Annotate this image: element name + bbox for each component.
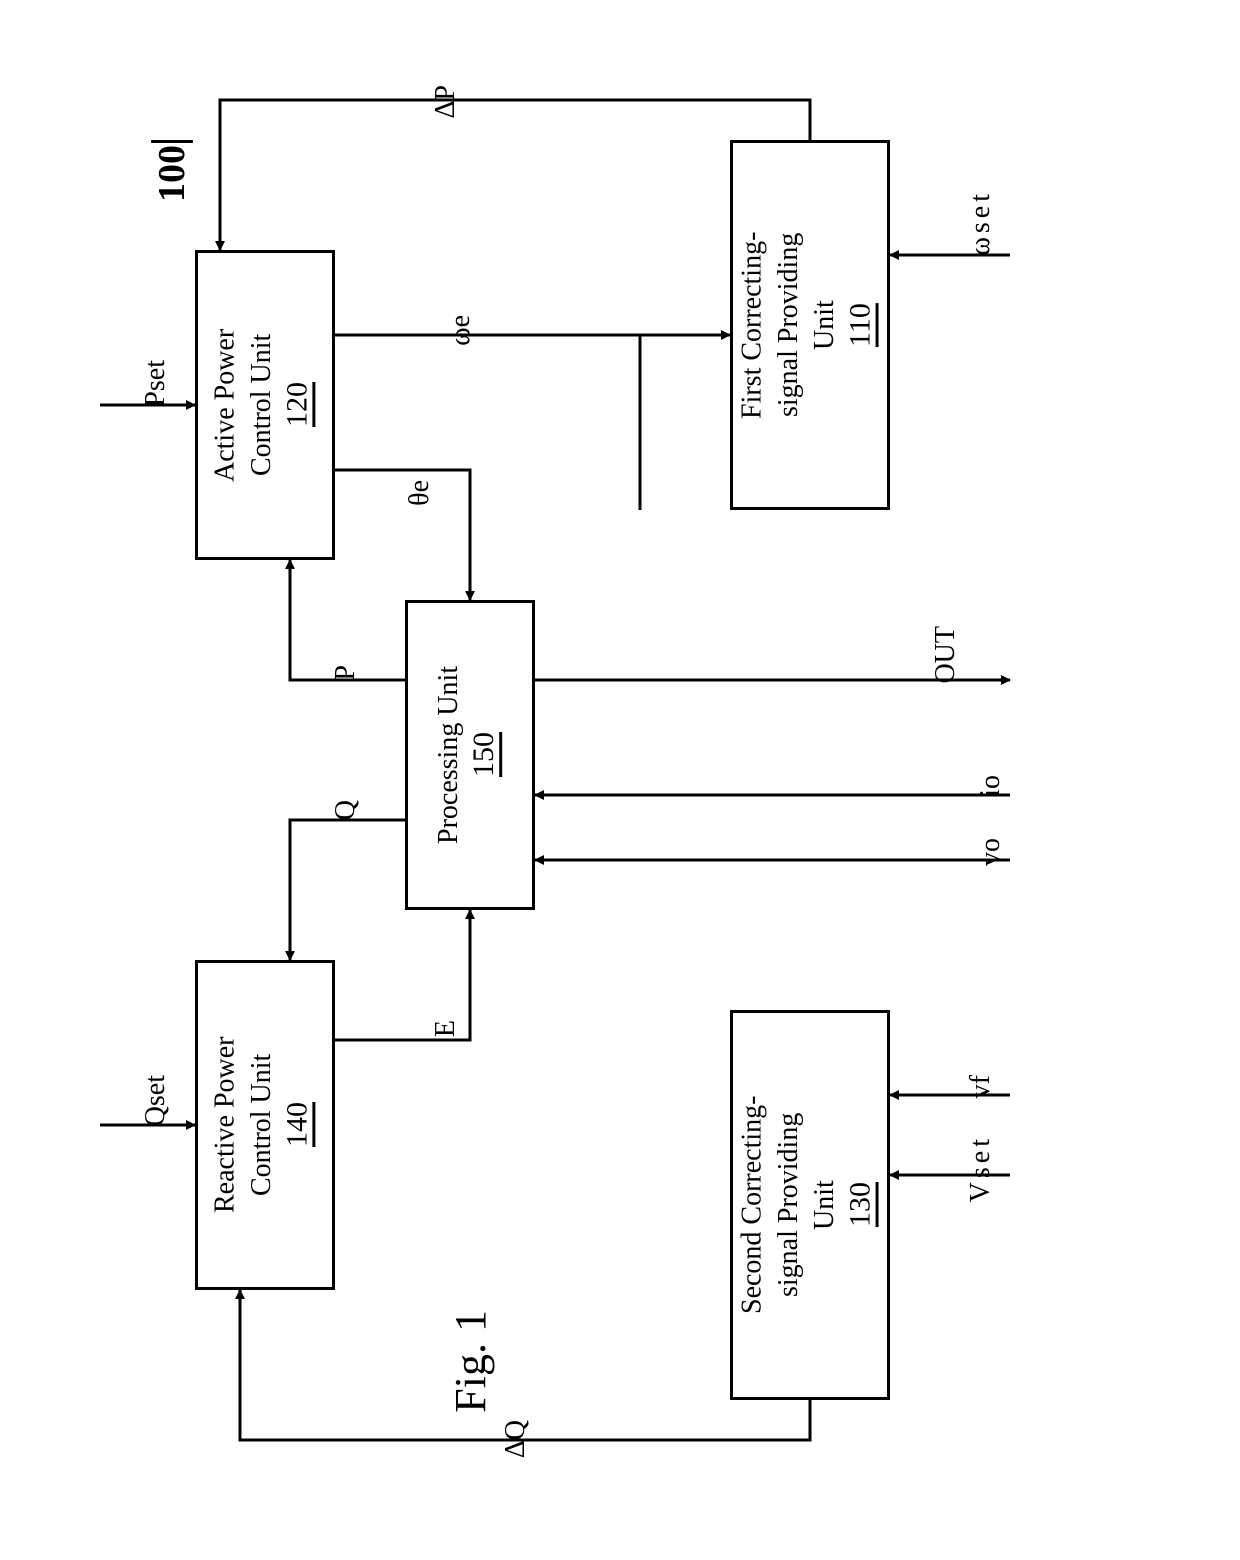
label-delta-p: ΔP xyxy=(430,85,462,119)
label-theta-e: θe xyxy=(404,480,436,506)
label-qset: Qset xyxy=(140,1075,172,1126)
wires-svg xyxy=(0,0,1240,1560)
label-vf: vf xyxy=(965,1075,997,1098)
label-pset: Pset xyxy=(140,360,172,407)
diagram-canvas: 100 Fig. 1 Active Power Control Unit 120… xyxy=(0,0,1240,1560)
label-omega-set: ωset xyxy=(965,190,997,256)
label-vo: vo xyxy=(975,838,1007,866)
label-q: Q xyxy=(330,800,362,820)
label-io: io xyxy=(975,775,1007,797)
label-out: OUT xyxy=(930,626,962,684)
label-p: P xyxy=(330,665,362,681)
label-omega-e: ωe xyxy=(445,315,477,346)
label-e: E xyxy=(430,1020,462,1037)
label-vset: Vset xyxy=(965,1135,997,1202)
label-delta-q: ΔQ xyxy=(500,1420,532,1458)
